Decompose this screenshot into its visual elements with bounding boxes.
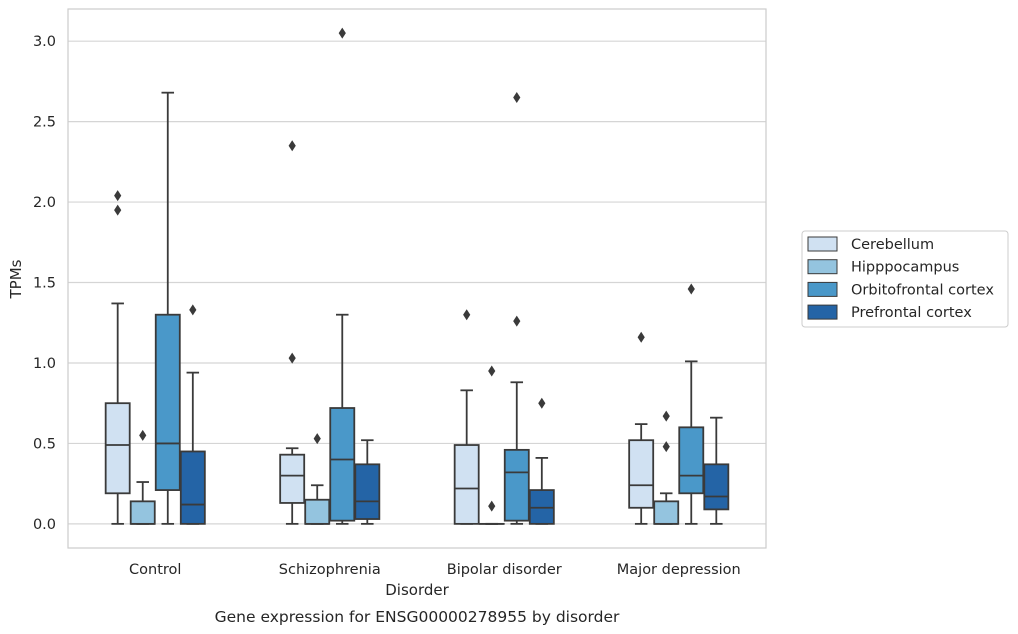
y-tick-label: 0.0 [33,517,56,533]
chart-caption: Gene expression for ENSG00000278955 by d… [215,608,620,626]
box-2-0 [453,309,480,525]
box-iqr [154,313,181,491]
outlier-point [114,190,122,202]
box-0-3 [179,304,206,525]
box-iqr [628,439,655,509]
box-1-3 [354,439,381,525]
box-3-2 [678,283,705,525]
gridlines [68,40,766,525]
outlier-point [463,309,471,321]
box-2-3 [528,397,555,525]
legend-frame [801,230,1009,328]
boxes [104,27,730,525]
box-0-2 [154,91,181,525]
outlier-point [288,140,296,152]
outlier-point [538,397,546,409]
y-tick-label: 2.0 [33,195,56,211]
legend-entry: Orbitofrontal cortex [807,281,994,298]
box-3-1 [653,410,680,525]
box-iqr [179,450,206,525]
outlier-point [139,429,147,441]
legend-swatch [807,281,838,297]
outlier-point [313,433,321,445]
box-iqr [129,500,156,525]
x-tick-labels: Control Schizophrenia Bipolar disorder Majo… [129,562,741,578]
outlier-point [488,365,496,377]
outlier-point [189,304,197,316]
outlier-point [114,204,122,216]
legend-label: Cerebellum [851,237,934,253]
legend-label: Orbitofrontal cortex [851,282,994,298]
box-iqr [453,444,480,525]
box-iqr [678,426,705,495]
box-1-1 [304,433,331,525]
outlier-point [513,315,521,327]
x-tick-label: Schizophrenia [279,562,381,578]
plot-frame [67,8,767,549]
box-iqr [653,500,680,525]
box-iqr [503,448,530,522]
legend: Cerebellum Hipppocampus Orbitofrontal cort… [801,230,1009,328]
outlier-point [687,283,695,295]
box-iqr [304,498,331,525]
box-1-0 [279,140,306,525]
legend-entry: Prefrontal cortex [807,304,972,321]
box-0-0 [104,190,131,525]
box-3-0 [628,331,655,525]
y-tick-labels: 0.0 0.5 1.0 1.5 2.0 2.5 3.0 [33,34,56,533]
y-tick-label: 3.0 [33,34,56,50]
y-tick-label: 2.5 [33,115,56,131]
outlier-point [488,500,496,512]
box-iqr [279,453,306,504]
legend-label: Prefrontal cortex [851,305,972,321]
box-0-1 [129,429,156,525]
x-tick-label: Control [129,562,181,578]
outlier-point [513,91,521,103]
outlier-point [637,331,645,343]
box-2-2 [503,91,530,525]
outlier-point [288,352,296,364]
legend-swatch [807,304,838,320]
box-iqr [329,407,356,522]
outlier-point [338,27,346,39]
x-tick-label: Bipolar disorder [447,562,562,578]
legend-entry: Cerebellum [807,236,934,253]
legend-swatch [807,259,838,275]
box-iqr [703,463,730,511]
box-3-3 [703,416,730,525]
legend-label: Hipppocampus [851,260,959,276]
box-iqr [354,463,381,520]
legend-entry: Hipppocampus [807,259,959,276]
outlier-point [662,410,670,422]
x-axis-label: Disorder [385,581,449,599]
y-tick-label: 1.5 [33,276,56,292]
legend-swatch [807,236,838,252]
outlier-point [662,441,670,453]
box-iqr [104,402,131,495]
y-tick-label: 1.0 [33,356,56,372]
box-1-2 [329,27,356,525]
y-tick-label: 0.5 [33,436,56,452]
x-tick-label: Major depression [617,562,741,578]
y-axis-label: TPMs [7,259,25,299]
box-2-1 [478,365,505,525]
